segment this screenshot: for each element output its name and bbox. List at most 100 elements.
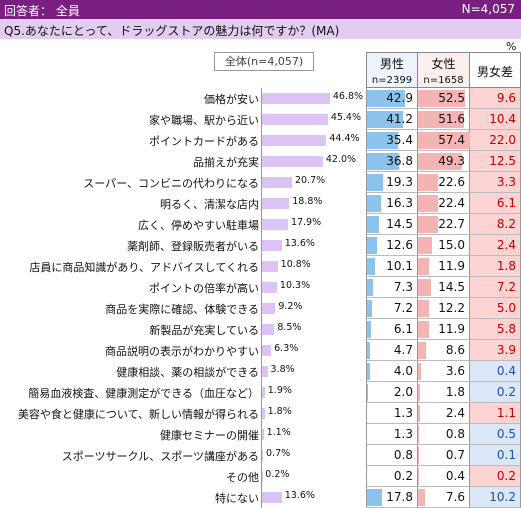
category-label: 美容や食と健康について、新しい情報が得られる	[18, 406, 259, 422]
category-label: スポーツサークル、スポーツ講座がある	[62, 448, 259, 464]
total-value-label: 1.1%	[267, 427, 291, 438]
diff-value: 5.8	[497, 322, 516, 336]
diff-title: 男女差	[470, 63, 520, 80]
diff-value: 8.2	[497, 217, 516, 231]
female-bar	[418, 174, 438, 191]
total-value-label: 1.8%	[268, 406, 292, 417]
category-label: 家や職場、駅から近い	[149, 112, 259, 128]
total-value-label: 9.2%	[278, 301, 302, 312]
male-value: 0.8	[394, 448, 413, 462]
female-cell: 0.4	[418, 466, 470, 487]
diff-value: 0.5	[497, 427, 516, 441]
category-label: 商品を実際に確認、体験できる	[105, 301, 259, 317]
female-value: 57.4	[438, 133, 465, 147]
male-value: 0.2	[394, 469, 413, 483]
female-cell: 22.7	[418, 214, 470, 235]
male-cell: 7.3	[366, 277, 418, 298]
total-bar	[262, 177, 292, 188]
diff-cell: 8.2	[470, 214, 521, 235]
male-cell: 12.6	[366, 235, 418, 256]
male-cell: 35.4	[366, 130, 418, 151]
female-bar	[418, 342, 426, 359]
diff-value: 0.2	[497, 385, 516, 399]
male-cell: 2.0	[366, 382, 418, 403]
female-title: 女性	[418, 55, 469, 72]
male-bar	[366, 195, 381, 212]
female-value: 1.8	[446, 385, 465, 399]
male-cell: 4.7	[366, 340, 418, 361]
female-bar	[418, 384, 420, 401]
female-value: 3.6	[446, 364, 465, 378]
total-bar	[262, 282, 277, 293]
total-bar	[262, 93, 330, 104]
total-value-label: 10.3%	[280, 280, 310, 291]
category-label: スーパー、コンビニの代わりになる	[83, 175, 259, 191]
respondent-label: 回答者： 全員	[4, 2, 80, 19]
female-cell: 0.8	[418, 424, 470, 445]
total-bar	[262, 261, 278, 272]
total-value-label: 17.9%	[291, 217, 321, 228]
total-bar	[262, 135, 326, 146]
total-bar	[262, 303, 275, 314]
female-cell: 7.6	[418, 487, 470, 508]
total-bar	[262, 240, 282, 251]
header-bar: 回答者： 全員 N=4,057	[0, 0, 521, 19]
diff-value: 5.0	[497, 301, 516, 315]
category-label: 広く、停めやすい駐車場	[138, 217, 259, 233]
female-cell: 57.4	[418, 130, 470, 151]
male-value: 36.8	[386, 154, 413, 168]
female-cell: 22.6	[418, 172, 470, 193]
question-text: Q5.あなたにとって、ドラッグストアの魅力は何ですか？(MA)	[4, 22, 339, 39]
female-bar	[418, 321, 429, 338]
male-value: 41.2	[386, 112, 413, 126]
diff-value: 1.8	[497, 259, 516, 273]
total-bar	[262, 198, 289, 209]
diff-cell: 0.5	[470, 424, 521, 445]
female-value: 7.6	[446, 490, 465, 504]
diff-cell: 6.1	[470, 193, 521, 214]
female-cell: 22.4	[418, 193, 470, 214]
male-value: 19.3	[386, 175, 413, 189]
diff-value: 0.2	[497, 469, 516, 483]
diff-cell: 22.0	[470, 130, 521, 151]
category-label: 特にない	[215, 490, 259, 506]
diff-value: 10.2	[489, 490, 516, 504]
female-value: 52.5	[438, 91, 465, 105]
male-value: 1.3	[394, 427, 413, 441]
female-bar	[418, 405, 420, 422]
category-label: ポイントの倍率が高い	[149, 280, 259, 296]
diff-column-header: 男女差	[469, 52, 521, 88]
female-value: 22.7	[438, 217, 465, 231]
total-value-label: 8.5%	[277, 322, 301, 333]
diff-cell: 12.5	[470, 151, 521, 172]
male-value: 4.7	[394, 343, 413, 357]
diff-cell: 1.1	[470, 403, 521, 424]
male-value: 4.0	[394, 364, 413, 378]
female-cell: 8.6	[418, 340, 470, 361]
male-cell: 6.1	[366, 319, 418, 340]
male-cell: 1.3	[366, 424, 418, 445]
male-value: 6.1	[394, 322, 413, 336]
male-cell: 1.3	[366, 403, 418, 424]
female-cell: 12.2	[418, 298, 470, 319]
female-value: 11.9	[438, 259, 465, 273]
female-bar	[418, 237, 432, 254]
total-bar	[262, 114, 328, 125]
female-cell: 15.0	[418, 235, 470, 256]
diff-value: 3.3	[497, 175, 516, 189]
diff-cell: 5.8	[470, 319, 521, 340]
female-value: 8.6	[446, 343, 465, 357]
female-value: 12.2	[438, 301, 465, 315]
category-label: ポイントカードがある	[149, 133, 259, 149]
female-value: 15.0	[438, 238, 465, 252]
male-cell: 16.3	[366, 193, 418, 214]
axis-line	[261, 88, 262, 508]
diff-value: 3.9	[497, 343, 516, 357]
category-label: 健康相談、薬の相談ができる	[116, 364, 259, 380]
diff-value: 7.2	[497, 280, 516, 294]
total-value-label: 44.4%	[329, 133, 359, 144]
female-cell: 51.6	[418, 109, 470, 130]
male-value: 10.1	[386, 259, 413, 273]
female-value: 51.6	[438, 112, 465, 126]
male-value: 1.3	[394, 406, 413, 420]
